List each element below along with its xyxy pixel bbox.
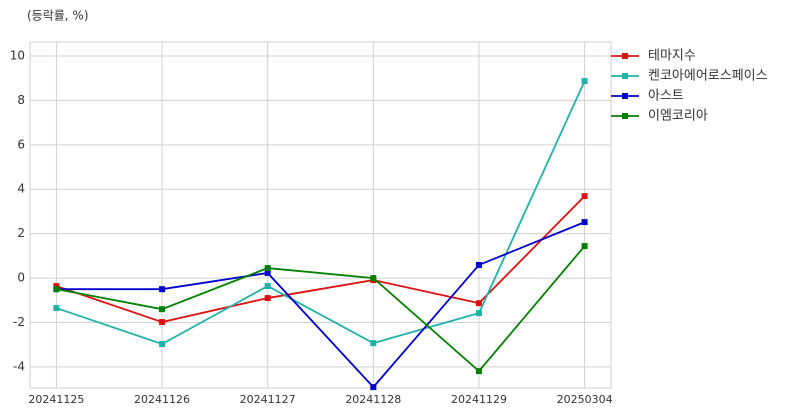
series-line — [56, 80, 586, 346]
point-marker — [581, 193, 588, 200]
point-marker — [475, 368, 482, 375]
y-tick-label: 10 — [10, 48, 25, 62]
legend-label: 테마지수 — [648, 49, 696, 64]
point-marker — [264, 269, 271, 276]
y-tick-label: -2 — [13, 315, 25, 329]
point-marker — [475, 300, 482, 307]
point-marker — [264, 283, 271, 290]
legend-marker — [622, 93, 628, 99]
legend-label: 아스트 — [648, 89, 684, 104]
point-marker — [264, 295, 271, 302]
point-marker — [159, 319, 166, 326]
point-marker — [581, 243, 588, 250]
legend-label: 이엠코리아 — [648, 109, 708, 124]
point-marker — [475, 261, 482, 268]
point-marker — [475, 310, 482, 317]
series-line — [56, 221, 585, 389]
legend-marker — [622, 73, 628, 79]
x-tick-label: 20241125 — [28, 393, 84, 406]
point-marker — [53, 283, 60, 290]
point-marker — [53, 305, 60, 312]
point-marker — [370, 275, 377, 282]
y-tick-label: -4 — [13, 359, 25, 373]
x-tick-label: 20250304 — [557, 393, 613, 406]
point-marker — [159, 341, 166, 348]
y-tick-label: 4 — [17, 182, 25, 196]
y-tick-label: 8 — [17, 93, 25, 107]
y-tick-label: 0 — [17, 271, 25, 285]
point-marker — [264, 265, 271, 272]
point-marker — [53, 286, 60, 293]
point-marker — [159, 286, 166, 293]
x-tick-label: 20241126 — [134, 393, 190, 406]
x-tick-label: 20241127 — [240, 393, 296, 406]
x-tick-label: 20241129 — [451, 393, 507, 406]
point-marker — [159, 306, 166, 313]
point-marker — [370, 340, 377, 347]
unit-label: (등락률, %) — [27, 9, 89, 23]
series-line — [56, 245, 586, 373]
point-marker — [370, 384, 377, 391]
legend-label: 켄코아에어로스페이스 — [648, 69, 768, 84]
x-tick-label: 20241128 — [345, 393, 401, 406]
legend-marker — [622, 53, 628, 59]
point-marker — [581, 78, 588, 85]
point-marker — [581, 219, 588, 226]
y-tick-label: 6 — [17, 137, 25, 151]
y-tick-label: 2 — [17, 226, 25, 240]
series-line — [56, 195, 586, 323]
legend-marker — [622, 113, 628, 119]
